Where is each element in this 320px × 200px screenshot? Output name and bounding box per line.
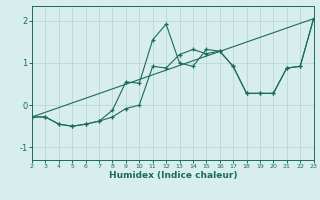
X-axis label: Humidex (Indice chaleur): Humidex (Indice chaleur) <box>108 171 237 180</box>
